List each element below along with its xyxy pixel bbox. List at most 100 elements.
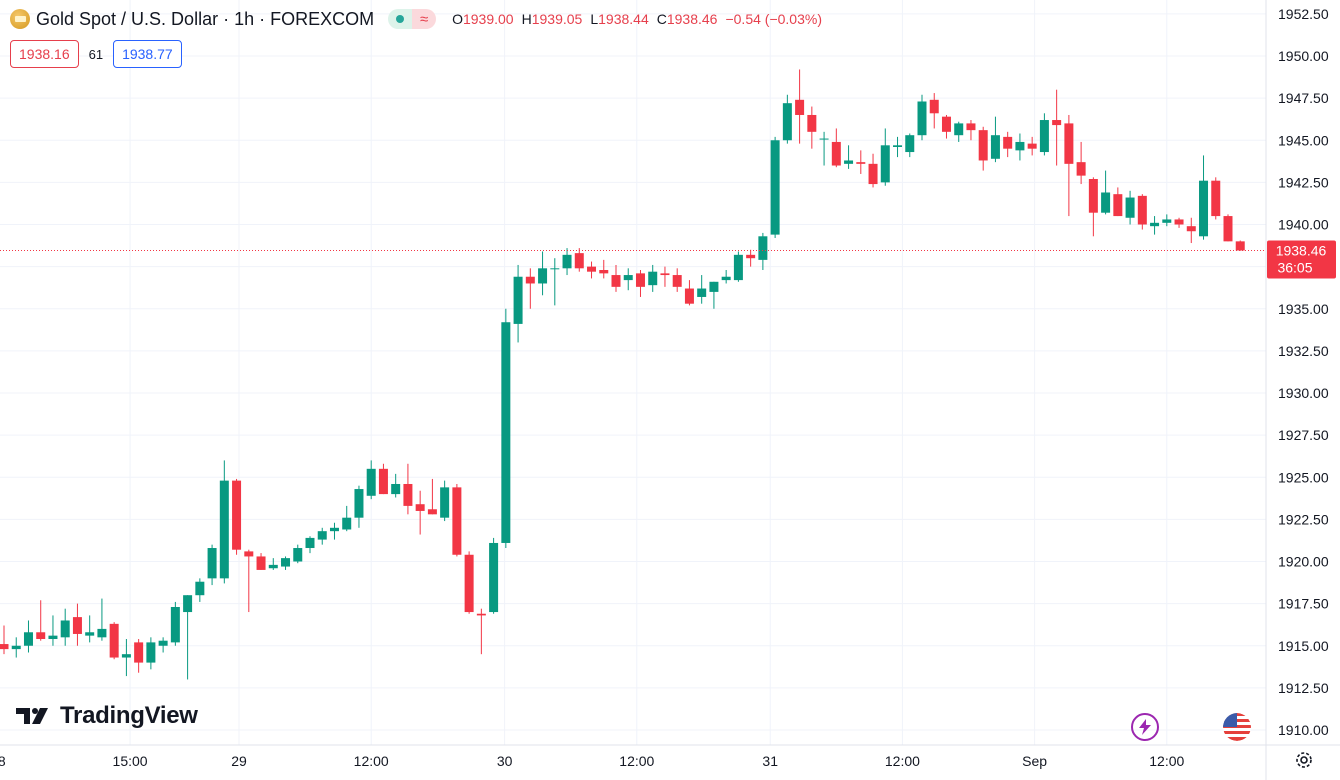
candle[interactable]	[880, 145, 890, 183]
candle[interactable]	[207, 548, 217, 579]
candle[interactable]	[60, 620, 70, 638]
candle[interactable]	[378, 468, 388, 495]
candle[interactable]	[623, 275, 633, 281]
candle[interactable]	[1137, 195, 1147, 225]
candle[interactable]	[1113, 194, 1123, 217]
candle[interactable]	[1162, 219, 1172, 223]
candle[interactable]	[966, 123, 976, 131]
us-flag-icon[interactable]	[1223, 713, 1251, 741]
candle[interactable]	[342, 517, 352, 530]
candle[interactable]	[684, 288, 694, 304]
candle[interactable]	[134, 642, 144, 663]
candle[interactable]	[709, 281, 719, 292]
candle[interactable]	[0, 644, 9, 650]
candle[interactable]	[844, 160, 854, 164]
candle[interactable]	[562, 254, 572, 269]
candle[interactable]	[1235, 241, 1245, 251]
candle[interactable]	[97, 628, 107, 638]
candle[interactable]	[697, 288, 707, 297]
candle[interactable]	[391, 483, 401, 495]
candle[interactable]	[893, 145, 903, 147]
candle[interactable]	[795, 99, 805, 115]
candle[interactable]	[929, 99, 939, 114]
candle[interactable]	[1039, 120, 1049, 153]
candle[interactable]	[281, 558, 291, 567]
candle[interactable]	[550, 268, 560, 270]
candle[interactable]	[427, 509, 437, 515]
candle[interactable]	[770, 140, 780, 235]
candle[interactable]	[36, 632, 46, 640]
candle[interactable]	[733, 254, 743, 281]
candle[interactable]	[305, 537, 315, 549]
candle[interactable]	[403, 483, 413, 506]
candle[interactable]	[329, 527, 339, 532]
candle[interactable]	[513, 276, 523, 324]
tradingview-logo[interactable]: TradingView	[16, 702, 198, 730]
candle[interactable]	[1211, 180, 1221, 217]
candle[interactable]	[1186, 226, 1196, 232]
candle[interactable]	[538, 268, 548, 284]
candle[interactable]	[941, 116, 951, 132]
candle[interactable]	[660, 273, 670, 276]
candle[interactable]	[146, 642, 156, 663]
candle[interactable]	[831, 141, 841, 166]
candle[interactable]	[464, 554, 474, 613]
candle[interactable]	[452, 487, 462, 555]
candle[interactable]	[109, 623, 119, 658]
candle[interactable]	[978, 130, 988, 161]
candle[interactable]	[868, 163, 878, 185]
candle[interactable]	[746, 254, 756, 259]
candle[interactable]	[525, 276, 535, 284]
candle[interactable]	[354, 489, 364, 518]
candle[interactable]	[268, 564, 278, 569]
candle[interactable]	[501, 322, 511, 543]
candle[interactable]	[758, 236, 768, 260]
flash-icon[interactable]	[1131, 713, 1159, 741]
candle[interactable]	[635, 273, 645, 287]
market-status[interactable]: ≈	[388, 9, 437, 29]
candle[interactable]	[1027, 143, 1037, 149]
last-price-label[interactable]	[1267, 240, 1336, 279]
candle[interactable]	[1003, 136, 1013, 149]
candle[interactable]	[721, 276, 731, 281]
candle[interactable]	[183, 595, 193, 613]
candle[interactable]	[11, 645, 21, 650]
candle[interactable]	[489, 542, 499, 613]
candle[interactable]	[819, 138, 829, 140]
candle[interactable]	[195, 581, 205, 596]
candle[interactable]	[232, 480, 242, 550]
candle[interactable]	[476, 613, 486, 616]
candle[interactable]	[23, 632, 33, 646]
candle[interactable]	[293, 548, 303, 562]
candle[interactable]	[72, 617, 82, 634]
candle[interactable]	[440, 487, 450, 518]
candle[interactable]	[648, 271, 658, 286]
candle[interactable]	[807, 114, 817, 132]
candle[interactable]	[256, 556, 266, 570]
candle[interactable]	[782, 103, 792, 141]
candle[interactable]	[1088, 179, 1098, 213]
candle[interactable]	[1174, 219, 1184, 225]
candle[interactable]	[1223, 216, 1233, 242]
symbol-title[interactable]: Gold Spot / U.S. Dollar · 1h · FOREXCOM	[36, 8, 375, 29]
candle[interactable]	[905, 135, 915, 153]
candle[interactable]	[121, 654, 131, 658]
candle[interactable]	[415, 504, 425, 511]
candle[interactable]	[1076, 162, 1086, 176]
candle[interactable]	[170, 606, 180, 643]
candle[interactable]	[611, 275, 621, 287]
buy-price-button[interactable]: 1938.77	[113, 40, 182, 68]
candle[interactable]	[856, 162, 866, 164]
candle[interactable]	[574, 253, 584, 269]
candle[interactable]	[244, 551, 254, 557]
candle[interactable]	[954, 123, 964, 136]
candle[interactable]	[917, 101, 927, 136]
candle[interactable]	[1125, 197, 1135, 218]
candle[interactable]	[1064, 123, 1074, 164]
candle[interactable]	[366, 468, 376, 496]
candle[interactable]	[219, 480, 229, 579]
candle[interactable]	[158, 640, 168, 646]
candle[interactable]	[1199, 180, 1209, 237]
candle[interactable]	[990, 135, 1000, 159]
